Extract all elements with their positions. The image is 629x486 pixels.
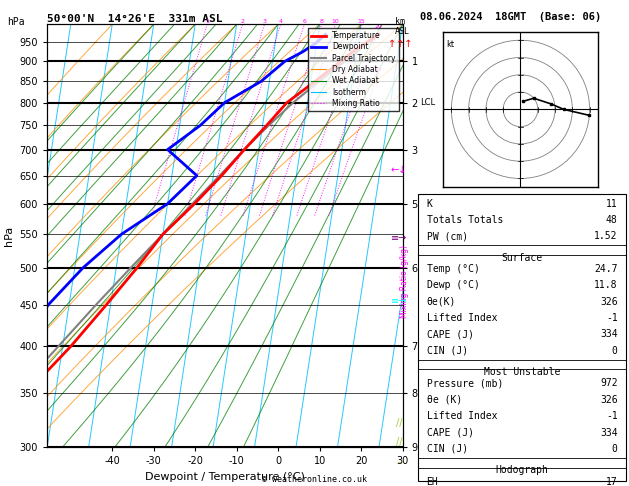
Text: LCL: LCL <box>420 98 435 107</box>
Text: -1: -1 <box>606 313 618 323</box>
Text: 1.52: 1.52 <box>594 231 618 242</box>
Text: ASL: ASL <box>395 27 410 36</box>
Text: 8: 8 <box>320 19 324 24</box>
Text: CIN (J): CIN (J) <box>426 444 468 454</box>
Text: kt: kt <box>446 40 454 49</box>
Text: 17: 17 <box>606 477 618 486</box>
Text: 334: 334 <box>600 330 618 339</box>
Text: CAPE (J): CAPE (J) <box>426 330 474 339</box>
X-axis label: Dewpoint / Temperature (°C): Dewpoint / Temperature (°C) <box>145 472 305 482</box>
Text: //: // <box>396 418 402 428</box>
Text: Temp (°C): Temp (°C) <box>426 264 479 274</box>
Text: ≡→: ≡→ <box>391 296 407 306</box>
Text: 334: 334 <box>600 428 618 437</box>
Text: ↑↑↑: ↑↑↑ <box>388 39 412 49</box>
Text: CIN (J): CIN (J) <box>426 346 468 356</box>
Text: -1: -1 <box>606 411 618 421</box>
Text: 10: 10 <box>331 19 340 24</box>
Text: 4: 4 <box>279 19 282 24</box>
Text: 326: 326 <box>600 297 618 307</box>
Text: //: // <box>396 437 402 447</box>
Text: Lifted Index: Lifted Index <box>426 313 497 323</box>
Text: 3: 3 <box>262 19 267 24</box>
Text: © weatheronline.co.uk: © weatheronline.co.uk <box>262 474 367 484</box>
Text: 0: 0 <box>611 444 618 454</box>
Text: 326: 326 <box>600 395 618 405</box>
Text: Surface: Surface <box>501 253 543 262</box>
Text: 2: 2 <box>240 19 245 24</box>
Text: CAPE (J): CAPE (J) <box>426 428 474 437</box>
Text: θe(K): θe(K) <box>426 297 456 307</box>
Text: Dewp (°C): Dewp (°C) <box>426 280 479 291</box>
Text: EH: EH <box>426 477 438 486</box>
Text: K: K <box>426 199 433 208</box>
Legend: Temperature, Dewpoint, Parcel Trajectory, Dry Adiabat, Wet Adiabat, Isotherm, Mi: Temperature, Dewpoint, Parcel Trajectory… <box>308 28 399 111</box>
Text: 1: 1 <box>205 19 209 24</box>
Y-axis label: hPa: hPa <box>4 226 14 246</box>
Text: 20: 20 <box>375 24 383 29</box>
Text: ←↓: ←↓ <box>391 165 407 175</box>
Text: PW (cm): PW (cm) <box>426 231 468 242</box>
Text: 972: 972 <box>600 379 618 388</box>
Text: ≡→: ≡→ <box>391 233 407 243</box>
Text: Totals Totals: Totals Totals <box>426 215 503 225</box>
Text: Pressure (mb): Pressure (mb) <box>426 379 503 388</box>
Text: -: - <box>397 457 401 467</box>
Text: 25: 25 <box>375 68 382 72</box>
Text: 11.8: 11.8 <box>594 280 618 291</box>
Text: 50°00'N  14°26'E  331m ASL: 50°00'N 14°26'E 331m ASL <box>47 14 223 23</box>
Text: km: km <box>395 17 405 26</box>
FancyBboxPatch shape <box>418 194 626 481</box>
Text: Lifted Index: Lifted Index <box>426 411 497 421</box>
Text: 24.7: 24.7 <box>594 264 618 274</box>
Text: 11: 11 <box>606 199 618 208</box>
Text: 48: 48 <box>606 215 618 225</box>
Text: 15: 15 <box>358 19 365 24</box>
Text: θe (K): θe (K) <box>426 395 462 405</box>
Text: 08.06.2024  18GMT  (Base: 06): 08.06.2024 18GMT (Base: 06) <box>420 12 601 22</box>
Text: Mixing Ratio (g/kg): Mixing Ratio (g/kg) <box>400 245 409 318</box>
Text: Most Unstable: Most Unstable <box>484 367 560 377</box>
Text: hPa: hPa <box>8 17 25 27</box>
Text: Hodograph: Hodograph <box>496 465 548 475</box>
Text: 6: 6 <box>303 19 306 24</box>
Text: 0: 0 <box>611 346 618 356</box>
